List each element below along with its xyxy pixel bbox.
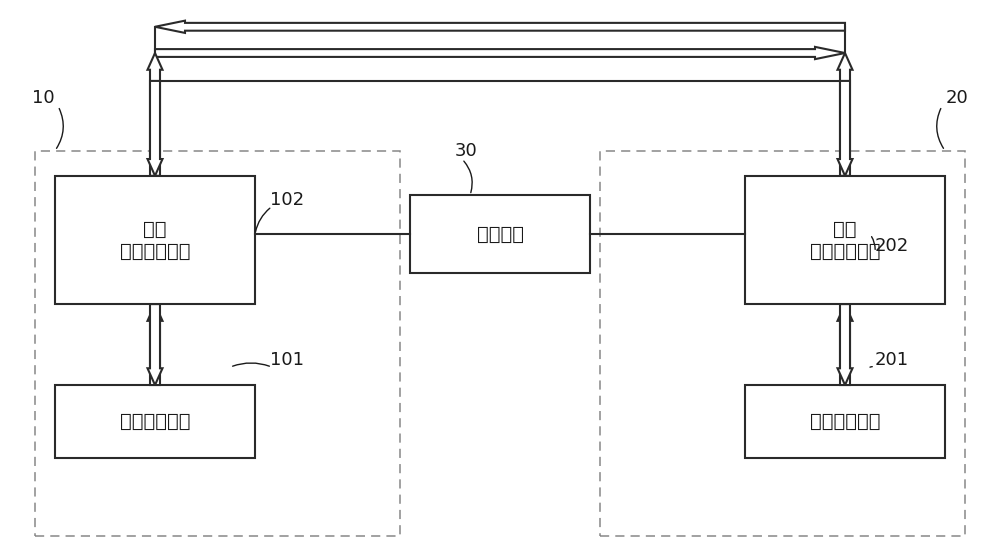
Bar xyxy=(410,195,590,273)
Text: 第二
功率变换系统: 第二 功率变换系统 xyxy=(810,219,880,261)
Text: 20: 20 xyxy=(945,89,968,107)
Text: 30: 30 xyxy=(455,142,478,160)
Bar xyxy=(35,151,400,536)
Text: 控制单元: 控制单元 xyxy=(477,225,524,244)
FancyArrow shape xyxy=(838,304,852,385)
Text: 第一
功率变换系统: 第一 功率变换系统 xyxy=(120,219,190,261)
Text: 第二电池系统: 第二电池系统 xyxy=(810,412,880,431)
FancyArrow shape xyxy=(148,304,162,385)
FancyArrow shape xyxy=(838,304,852,385)
Bar xyxy=(745,385,945,458)
FancyArrow shape xyxy=(155,47,845,59)
Text: 第一电池系统: 第一电池系统 xyxy=(120,412,190,431)
Text: 102: 102 xyxy=(270,191,304,209)
Text: 101: 101 xyxy=(270,351,304,369)
FancyArrow shape xyxy=(838,53,852,176)
FancyArrow shape xyxy=(148,53,162,176)
Bar xyxy=(600,151,965,536)
FancyArrow shape xyxy=(148,304,162,385)
Bar xyxy=(55,176,255,304)
FancyArrow shape xyxy=(838,81,852,176)
Text: 201: 201 xyxy=(875,351,909,369)
FancyArrow shape xyxy=(148,81,162,176)
Text: 10: 10 xyxy=(32,89,55,107)
Bar xyxy=(55,385,255,458)
FancyArrow shape xyxy=(155,21,845,33)
Bar xyxy=(745,176,945,304)
Text: 202: 202 xyxy=(875,237,909,254)
